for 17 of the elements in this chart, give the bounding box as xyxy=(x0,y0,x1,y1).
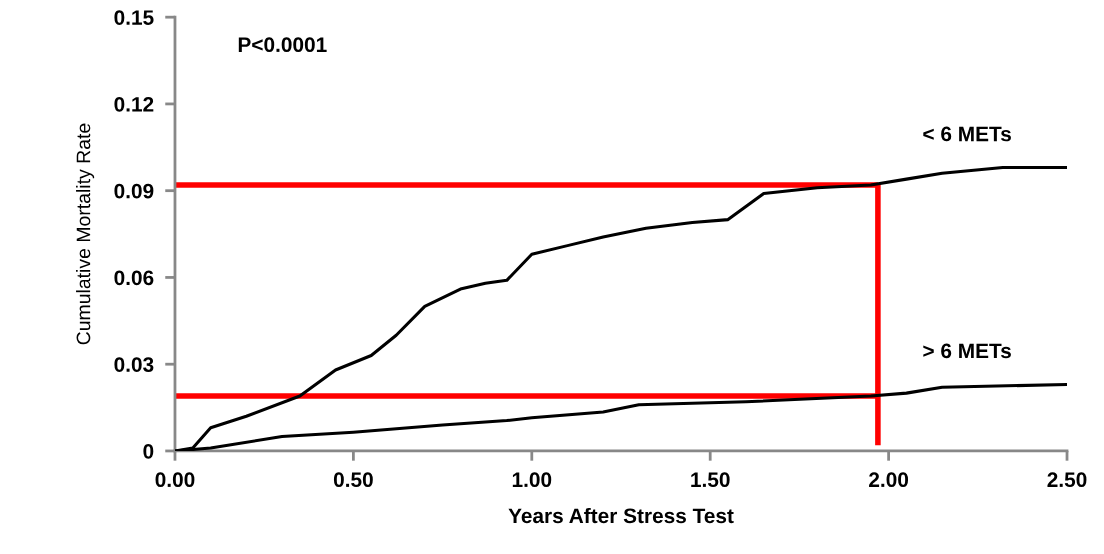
y-tick-label: 0.09 xyxy=(114,183,154,199)
y-tick-label: 0.12 xyxy=(114,96,154,112)
x-axis-title: Years After Stress Test xyxy=(508,507,734,524)
y-tick-label: 0.03 xyxy=(114,357,154,372)
x-tick-label: 2.50 xyxy=(1047,472,1087,488)
x-tick-label: 0.50 xyxy=(333,472,373,488)
x-tick-label: 1.50 xyxy=(691,472,730,488)
x-tick-label: 1.00 xyxy=(512,472,552,488)
y-tick-label: 0.15 xyxy=(114,10,154,25)
x-tick-label: 0.00 xyxy=(155,472,195,488)
annotation: P<0.0001 xyxy=(238,37,327,53)
x-tick-label: 2.00 xyxy=(869,472,909,488)
series-label: > 6 METs xyxy=(923,343,1011,359)
y-tick-label: 0.06 xyxy=(114,270,154,286)
y-tick-label: 0 xyxy=(143,443,154,459)
y-axis-title: Cumulative Mortality Rate xyxy=(76,123,95,345)
series-label: < 6 METs xyxy=(923,126,1011,142)
